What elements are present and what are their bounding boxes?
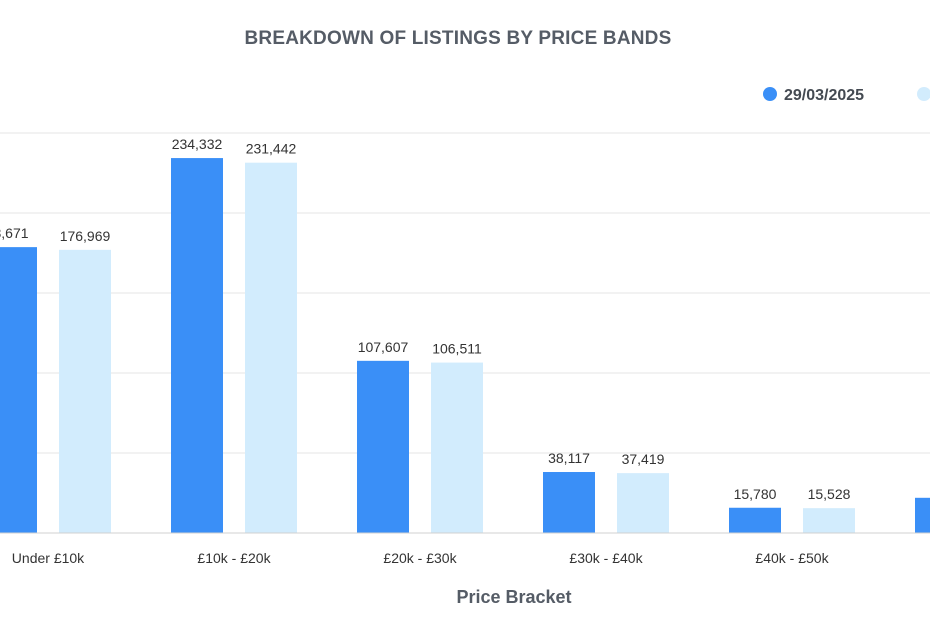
bar-series-1-cat-1[interactable] — [0, 247, 37, 533]
chart-title: BREAKDOWN OF LISTINGS BY PRICE BANDS — [245, 28, 672, 49]
data-label-series-2-cat-2: 231,442 — [246, 141, 297, 157]
data-label-series-1-cat-3: 107,607 — [358, 339, 409, 355]
gridlines — [0, 132, 930, 454]
legend: 29/03/2025 — [763, 87, 930, 104]
bar-series-1-cat-2[interactable] — [171, 158, 223, 534]
x-tick-label: £10k - £20k — [197, 550, 271, 566]
x-tick-label: Under £10k — [12, 550, 85, 566]
bar-series-2-cat-1[interactable] — [59, 249, 111, 533]
data-labels: 8,671 176,969 234,332 231,442 107,607 106,511… — [0, 136, 851, 502]
legend-label-series-1: 29/03/2025 — [784, 87, 864, 104]
data-label-series-1-cat-1: 8,671 — [0, 225, 29, 241]
bar-series-1-cat-4[interactable] — [543, 472, 595, 533]
bars — [0, 158, 930, 534]
bar-series-2-cat-4[interactable] — [617, 473, 669, 533]
bar-series-1-cat-3[interactable] — [357, 360, 409, 533]
legend-item-series-1[interactable]: 29/03/2025 — [763, 87, 864, 104]
data-label-series-1-cat-2: 234,332 — [172, 136, 223, 152]
bar-series-2-cat-3[interactable] — [431, 362, 483, 533]
x-tick-label: £20k - £30k — [383, 550, 457, 566]
bar-series-2-cat-5[interactable] — [803, 508, 855, 533]
legend-swatch-series-1 — [763, 87, 777, 101]
data-label-series-2-cat-5: 15,528 — [808, 486, 851, 502]
data-label-series-2-cat-4: 37,419 — [622, 451, 665, 467]
bar-series-2-cat-2[interactable] — [245, 162, 297, 533]
data-label-series-2-cat-3: 106,511 — [432, 341, 482, 357]
data-label-series-1-cat-5: 15,780 — [734, 486, 777, 502]
legend-swatch-series-2 — [917, 87, 930, 101]
x-axis-title: Price Bracket — [456, 587, 571, 607]
bar-series-1-cat-6[interactable] — [915, 497, 930, 533]
bar-series-1-cat-5[interactable] — [729, 507, 781, 533]
data-label-series-1-cat-4: 38,117 — [548, 450, 590, 466]
x-tick-label: £30k - £40k — [569, 550, 643, 566]
legend-item-series-2[interactable] — [917, 87, 930, 101]
x-axis-ticks: Under £10k £10k - £20k £20k - £30k £30k - £… — [12, 550, 830, 566]
data-label-series-2-cat-1: 176,969 — [60, 228, 111, 244]
x-tick-label: £40k - £50k — [755, 550, 829, 566]
